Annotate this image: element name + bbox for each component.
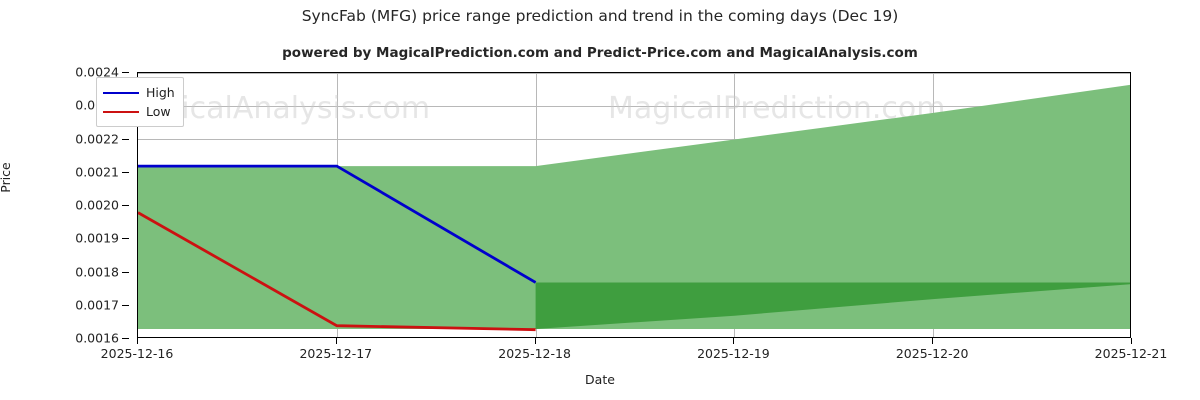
y-tick-mark: [122, 205, 129, 206]
legend-item: High: [103, 83, 175, 102]
y-tick-label: 0.0019: [75, 230, 119, 246]
y-axis-labels: 0.00240.00230.00220.00210.00200.00190.00…: [0, 65, 133, 346]
legend-label: Low: [146, 104, 171, 119]
line-low: [138, 211, 536, 332]
line-high: [138, 164, 537, 284]
y-tick-label: 0.0022: [75, 131, 119, 146]
y-tick-mark: [122, 171, 129, 173]
plot-area: MagicalAnalysis.com MagicalPrediction.com…: [137, 72, 1131, 338]
chart-title: SyncFab (MFG) price range prediction and…: [301, 7, 899, 25]
x-tick-mark: [534, 338, 536, 344]
x-tick-mark: [932, 338, 934, 344]
x-tick-label: 2025-12-20: [895, 346, 969, 361]
y-tick-label: 0.0024: [75, 64, 119, 80]
y-tick-label: 0.0018: [75, 264, 119, 279]
x-tick-mark: [733, 338, 735, 344]
legend: High Low: [96, 77, 184, 127]
y-tick-mark: [122, 238, 129, 240]
y-tick-label: 0.0016: [75, 330, 119, 346]
y-tick-mark: [122, 338, 129, 339]
gridline-horizontal: [138, 106, 1130, 107]
x-tick-label: 2025-12-17: [299, 346, 373, 361]
y-tick-label: 0.0021: [75, 164, 119, 180]
legend-line-swatch: [103, 110, 139, 113]
gridline-horizontal: [138, 73, 1130, 74]
x-axis-title: Date: [585, 372, 615, 387]
band-predicted-range-light: [138, 84, 1130, 330]
x-tick-label: 2025-12-18: [498, 346, 571, 361]
x-tick-mark: [137, 338, 138, 344]
y-tick-mark: [122, 271, 129, 273]
y-tick-mark: [122, 72, 129, 73]
x-tick-mark: [335, 338, 337, 344]
y-tick-mark: [122, 304, 129, 306]
x-tick-label: 2025-12-16: [100, 346, 174, 361]
x-tick-mark: [1131, 338, 1132, 344]
y-tick-label: 0.0020: [75, 197, 119, 213]
y-tick-label: 0.0017: [75, 297, 119, 313]
gridline-horizontal: [138, 139, 1130, 140]
legend-line-swatch: [103, 91, 139, 94]
legend-label: High: [146, 85, 175, 100]
y-tick-mark: [122, 138, 129, 140]
series-layer: [138, 84, 1130, 332]
legend-item: Low: [103, 102, 175, 121]
x-tick-label: 2025-12-21: [1094, 346, 1168, 361]
band-predicted-trend-dark: [535, 282, 1130, 330]
x-tick-label: 2025-12-19: [697, 346, 770, 361]
chart-subtitle: powered by MagicalPrediction.com and Pre…: [282, 45, 918, 61]
